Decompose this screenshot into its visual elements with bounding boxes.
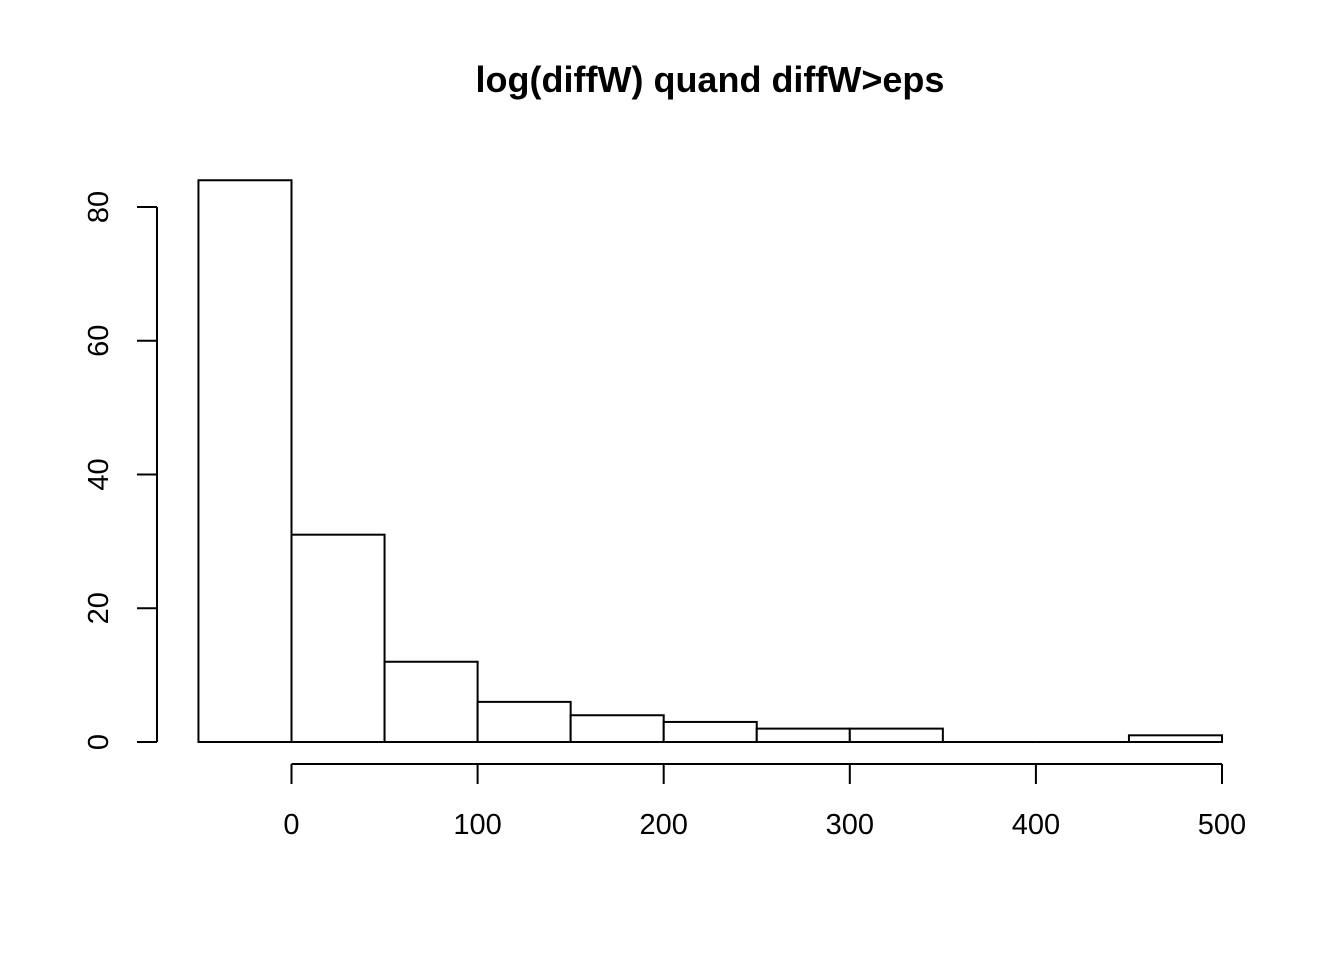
y-tick-label: 40 [83,458,115,490]
x-tick-label: 0 [283,809,299,841]
bars-group [197,179,1223,743]
x-axis: 0 100 200 300 400 500 [283,763,1246,841]
y-tick-label: 0 [83,734,115,750]
chart-title: log(diffW) quand diffW>eps [476,59,945,100]
x-tick-label: 500 [1198,809,1246,841]
histogram-bar [197,179,293,743]
x-tick-label: 300 [826,809,874,841]
histogram-bar [1127,734,1223,743]
histogram-bar [662,720,758,743]
histogram-bar [476,700,572,743]
y-tick-label: 80 [83,191,115,223]
histogram-bar [755,727,851,743]
x-tick-label: 100 [453,809,501,841]
y-tick-label: 60 [83,325,115,357]
x-tick-label: 200 [640,809,688,841]
histogram-bar [290,533,386,743]
x-tick-label: 400 [1012,809,1060,841]
y-tick-label: 20 [83,592,115,624]
y-axis: 0 20 40 60 80 [83,191,158,750]
histogram-bar [569,714,665,743]
histogram-bar [383,660,479,743]
histogram-bar [848,727,944,743]
